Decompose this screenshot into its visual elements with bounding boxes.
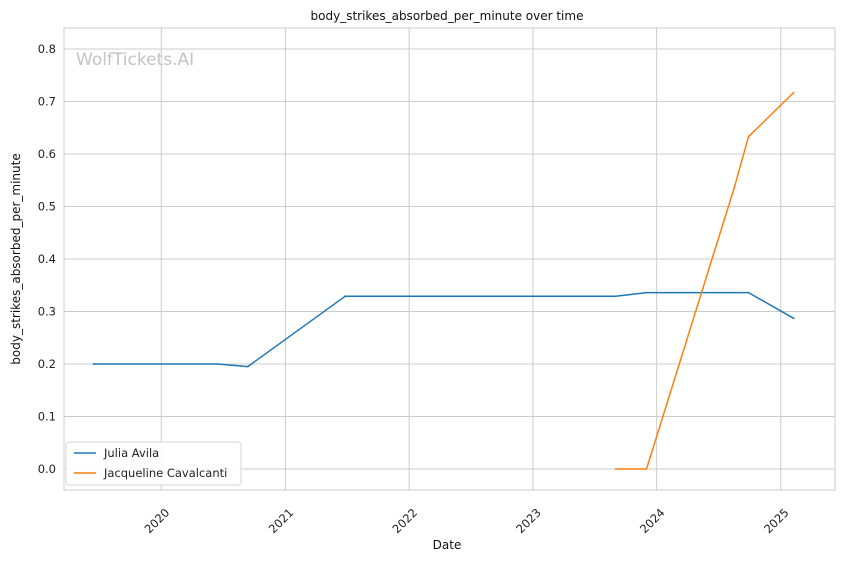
data-point-julia-avila	[645, 291, 648, 294]
y-axis-title: body_strikes_absorbed_per_minute	[9, 153, 23, 364]
data-point-julia-avila	[92, 363, 95, 365]
y-tick-label: 0.2	[38, 357, 56, 371]
data-point-jacqueline-cavalcanti	[733, 186, 736, 189]
y-tick-label: 0.1	[38, 410, 56, 424]
y-tick-label: 0.7	[38, 95, 56, 109]
series-line-julia-avila	[93, 291, 794, 368]
y-tick-label: 0.4	[38, 252, 56, 266]
legend-label-julia-avila: Julia Avila	[103, 446, 159, 460]
x-tick-label: 2024	[637, 506, 668, 537]
data-point-julia-avila	[792, 317, 795, 320]
y-tick-label: 0.8	[38, 42, 56, 56]
data-point-julia-avila	[614, 295, 617, 298]
y-tick-label: 0.3	[38, 305, 56, 319]
legend-box	[65, 441, 242, 486]
x-tick-label: 2020	[142, 506, 173, 537]
watermark: WolfTickets.AI	[76, 50, 194, 70]
y-tick-label: 0.0	[38, 462, 56, 476]
y-axis: 0.0 0.1 0.2 0.3 0.4 0.5 0.6 0.7 0.8	[38, 42, 56, 476]
x-tick-label: 2023	[513, 506, 544, 537]
legend: Julia Avila Jacqueline Cavalcanti	[65, 441, 242, 486]
x-tick-label: 2021	[266, 506, 297, 537]
legend-label-jacqueline-cavalcanti: Jacqueline Cavalcanti	[103, 466, 227, 480]
plot-frame	[63, 27, 836, 491]
data-point-julia-avila	[246, 365, 249, 368]
data-point-jacqueline-cavalcanti	[614, 468, 617, 470]
data-point-jacqueline-cavalcanti	[747, 135, 750, 138]
y-tick-label: 0.5	[38, 200, 56, 214]
data-point-julia-avila	[344, 295, 346, 298]
chart-title: body_strikes_absorbed_per_minute over ti…	[311, 9, 584, 23]
x-tick-label: 2022	[389, 506, 420, 537]
data-point-julia-avila	[747, 291, 750, 294]
data-point-julia-avila	[216, 363, 219, 365]
data-point-jacqueline-cavalcanti	[792, 91, 795, 94]
x-tick-label: 2025	[761, 506, 792, 537]
data-point-jacqueline-cavalcanti	[645, 468, 648, 470]
y-tick-label: 0.6	[38, 147, 56, 161]
x-axis-title: Date	[433, 538, 462, 552]
x-axis: 2020 2021 2022 2023 2024 2025	[142, 506, 792, 537]
series-layer	[92, 91, 795, 470]
